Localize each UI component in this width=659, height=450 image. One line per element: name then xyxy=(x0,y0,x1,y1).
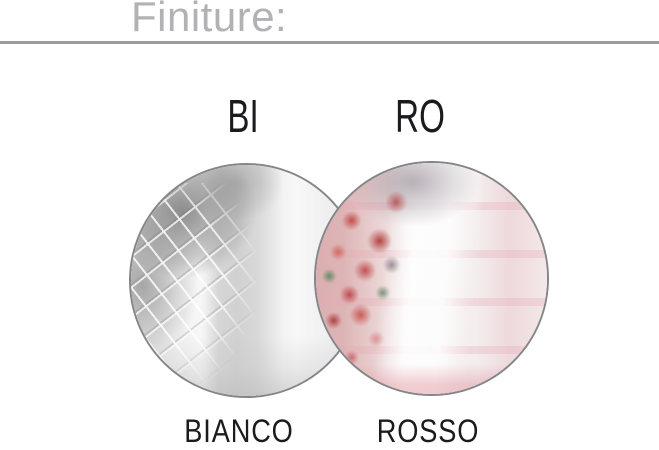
section-title: Finiture: xyxy=(131,0,288,40)
finish-name-bianco: BIANCO xyxy=(184,413,294,449)
finish-swatch-rosso[interactable] xyxy=(314,161,549,396)
finish-code-bianco: BI xyxy=(227,90,259,142)
finish-name-rosso: ROSSO xyxy=(376,413,480,449)
finish-code-rosso: RO xyxy=(395,90,445,142)
header-divider xyxy=(0,41,659,44)
bianco-weave-texture xyxy=(131,183,256,388)
rosso-swatch-photo xyxy=(316,163,547,394)
rosso-red-texture xyxy=(318,191,430,376)
